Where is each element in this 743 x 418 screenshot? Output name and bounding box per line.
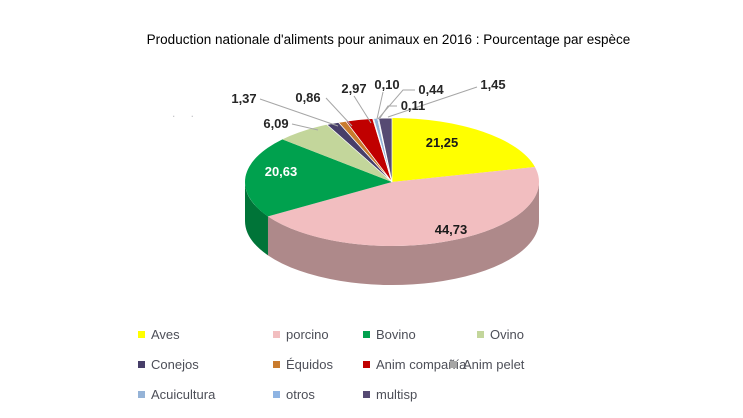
legend-marker-conejos bbox=[138, 360, 145, 368]
leader-line bbox=[379, 105, 397, 119]
data-label-ovino: 6,09 bbox=[263, 116, 288, 131]
legend-label-aves: Aves bbox=[151, 326, 180, 342]
legend-marker-anim-pelet bbox=[450, 360, 457, 368]
leader-line bbox=[387, 86, 478, 118]
leader-line bbox=[325, 97, 353, 127]
data-label-acuicultura: 0,44 bbox=[418, 82, 444, 97]
legend-marker-otros bbox=[273, 390, 280, 398]
legend-label-ovino: Ovino bbox=[490, 326, 524, 342]
pie-slice-ovino bbox=[282, 124, 392, 182]
legend-item-anim-compania: Anim compañía bbox=[363, 356, 466, 372]
legend-item-ovino: Ovino bbox=[477, 326, 524, 342]
legend-item-aves: Aves bbox=[138, 326, 180, 342]
leader-line bbox=[291, 123, 319, 131]
legend-marker-equidos bbox=[273, 360, 280, 368]
legend-marker-anim-compania bbox=[363, 360, 370, 368]
data-label-porcino: 44,73 bbox=[435, 222, 468, 237]
legend-label-equidos: Équidos bbox=[286, 356, 333, 372]
legend-marker-aves bbox=[138, 330, 145, 338]
legend-label-multisp: multisp bbox=[376, 386, 418, 402]
legend-item-multisp: multisp bbox=[363, 386, 417, 402]
legend-label-acuicultura: Acuicultura bbox=[151, 386, 216, 402]
data-label-anim-compania: 2,97 bbox=[341, 81, 366, 96]
data-label-otros: 0,11 bbox=[401, 98, 426, 113]
legend-item-otros: otros bbox=[273, 386, 315, 402]
legend-label-anim-compania: Anim compañía bbox=[376, 356, 467, 372]
pie-slice-bovino bbox=[245, 139, 392, 217]
legend-label-anim-pelet: Anim pelet bbox=[463, 356, 525, 372]
pie-slice-porcino bbox=[267, 167, 539, 246]
leader-line bbox=[376, 91, 384, 120]
data-label-anim-pelet: 0,10 bbox=[374, 77, 399, 92]
stray-dots: . . bbox=[172, 106, 201, 120]
legend-item-anim-pelet: Anim pelet bbox=[450, 356, 524, 372]
legend-label-conejos: Conejos bbox=[151, 356, 199, 372]
legend-marker-acuicultura bbox=[138, 390, 145, 398]
data-label-multisp: 1,45 bbox=[480, 77, 505, 92]
legend-item-equidos: Équidos bbox=[273, 356, 333, 372]
legend-marker-bovino bbox=[363, 330, 370, 338]
legend-item-conejos: Conejos bbox=[138, 356, 199, 372]
legend-label-otros: otros bbox=[286, 386, 315, 402]
legend-item-acuicultura: Acuicultura bbox=[138, 386, 215, 402]
data-label-equidos: 0,86 bbox=[295, 90, 320, 105]
legend-item-bovino: Bovino bbox=[363, 326, 416, 342]
pie-chart: 21,25 44,73 20,63 6,09 1,37 0,86 2,97 0,10 0,440… bbox=[231, 77, 539, 285]
legend-label-porcino: porcino bbox=[286, 326, 329, 342]
legend-marker-multisp bbox=[363, 390, 370, 398]
data-label-conejos: 1,37 bbox=[231, 91, 256, 106]
pie-side-bovino bbox=[245, 182, 268, 256]
legend-marker-porcino bbox=[273, 330, 280, 338]
legend-item-porcino: porcino bbox=[273, 326, 329, 342]
leader-line bbox=[259, 98, 339, 127]
pie-side-porcino bbox=[267, 182, 539, 285]
data-label-bovino: 20,63 bbox=[265, 164, 298, 179]
leader-line bbox=[353, 95, 372, 124]
legend-label-bovino: Bovino bbox=[376, 326, 416, 342]
chart-title: Production nationale d'aliments pour ani… bbox=[146, 32, 631, 47]
legend-marker-ovino bbox=[477, 330, 484, 338]
data-label-aves: 21,25 bbox=[426, 135, 459, 150]
pie-slice-aves bbox=[392, 118, 535, 182]
